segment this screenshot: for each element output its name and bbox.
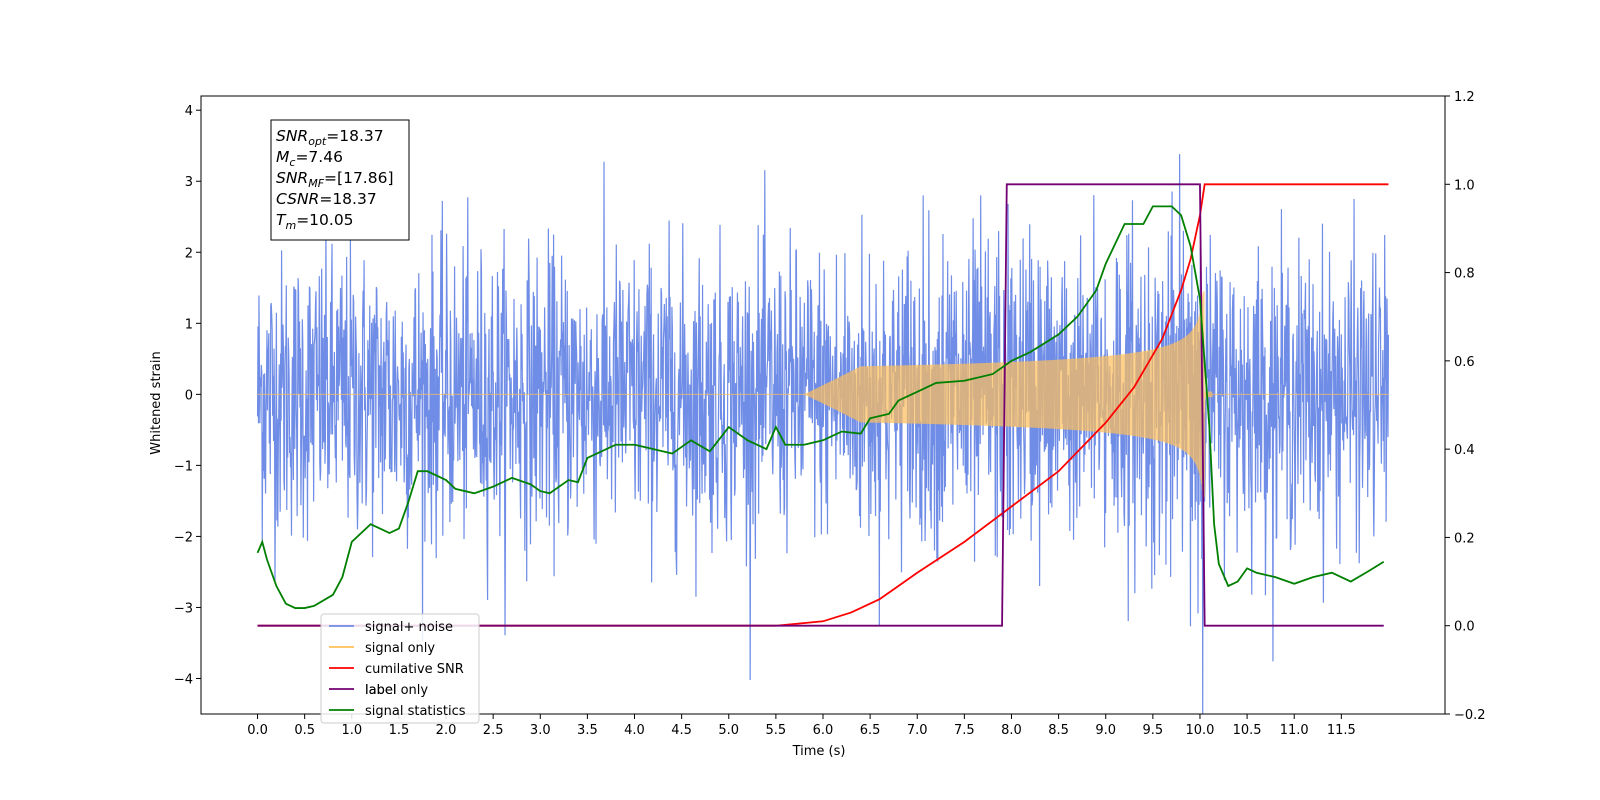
legend-label: label xyxy=(365,683,396,698)
y2-tick-label: 0.8 xyxy=(1454,267,1475,282)
x-tick-label: 3.5 xyxy=(577,723,598,738)
x-tick-label: 3.0 xyxy=(530,723,551,738)
x-tick-label: 8.0 xyxy=(1001,723,1022,738)
x-tick-label: 6.5 xyxy=(860,723,881,738)
x-tick-label: 9.0 xyxy=(1095,723,1116,738)
legend-label: signal statistics xyxy=(365,704,466,719)
y2-tick-label: 1.2 xyxy=(1454,90,1475,105)
series-label xyxy=(257,183,1384,627)
info-box: SNRopt=18.37Mc=7.46SNRMF=[17.86]CSNR=18.… xyxy=(270,119,410,241)
info-line: Mc=7.46 xyxy=(276,148,343,169)
x-tick-label: 0.5 xyxy=(294,723,315,738)
y-tick-label: 0 xyxy=(185,388,193,403)
series-signal-only xyxy=(257,291,1389,498)
y2-tick-label: 0.0 xyxy=(1454,620,1475,635)
x-tick-label: 5.5 xyxy=(766,723,787,738)
y-tick-label: −3 xyxy=(174,601,193,616)
y-tick-label: 3 xyxy=(185,175,193,190)
y-tick-label: 1 xyxy=(185,317,193,332)
legend-label: signal+ noise xyxy=(365,620,453,635)
x-tick-label: 2.5 xyxy=(483,723,504,738)
legend: label only signal+ noise signal only cumila… xyxy=(320,613,480,724)
x-tick-label: 4.5 xyxy=(671,723,692,738)
plot-area xyxy=(256,154,1390,714)
info-line: SNRopt=18.37 xyxy=(276,127,384,148)
info-line: Tm=10.05 xyxy=(276,211,354,232)
series-cumilative-snr xyxy=(257,183,1389,627)
info-line: SNRMF=[17.86] xyxy=(276,169,394,190)
axes: 0.0 0.5 1.0 1.5 2.0 2.5 3.0 3.5 4.0 4.5 5.0 5.5 6.0 6… xyxy=(174,90,1486,738)
legend-label: cumilative SNR xyxy=(365,662,464,677)
x-tick-label: 8.5 xyxy=(1048,723,1069,738)
info-box-frame xyxy=(270,119,410,241)
y-tick-label: −4 xyxy=(174,672,193,687)
x-tick-label: 0.0 xyxy=(247,723,268,738)
y-axis-label: Whitened strain xyxy=(149,351,164,454)
y-tick-label: 2 xyxy=(185,246,193,261)
y2-tick-label: 0.4 xyxy=(1454,443,1475,458)
x-tick-label: 7.0 xyxy=(907,723,928,738)
x-tick-label: 7.5 xyxy=(954,723,975,738)
x-tick-label: 4.0 xyxy=(624,723,645,738)
y-tick-label: −1 xyxy=(174,459,193,474)
y2-tick-label: 1.0 xyxy=(1454,178,1475,193)
x-tick-label: 2.0 xyxy=(436,723,457,738)
x-tick-label: 10.5 xyxy=(1233,723,1262,738)
y2-tick-label: 0.2 xyxy=(1454,531,1475,546)
y2-tick-label: 0.6 xyxy=(1454,355,1475,370)
legend-label-ghost: label only xyxy=(365,683,428,698)
y-tick-label: −2 xyxy=(174,530,193,545)
x-tick-label: 5.0 xyxy=(718,723,739,738)
y-tick-label: 4 xyxy=(185,104,193,119)
info-line: CSNR=18.37 xyxy=(276,190,377,208)
x-tick-label: 11.0 xyxy=(1280,723,1309,738)
x-tick-label: 9.5 xyxy=(1143,723,1164,738)
legend-label: signal only xyxy=(365,641,435,656)
x-axis-label: Time (s) xyxy=(792,744,846,759)
x-tick-label: 11.5 xyxy=(1327,723,1356,738)
x-tick-label: 1.0 xyxy=(341,723,362,738)
x-tick-label: 1.5 xyxy=(389,723,410,738)
x-tick-label: 6.0 xyxy=(813,723,834,738)
y2-tick-label: −0.2 xyxy=(1454,708,1486,723)
x-tick-label: 10.0 xyxy=(1185,723,1214,738)
legend-frame xyxy=(320,613,480,724)
series-signal-statistics xyxy=(256,205,1385,609)
